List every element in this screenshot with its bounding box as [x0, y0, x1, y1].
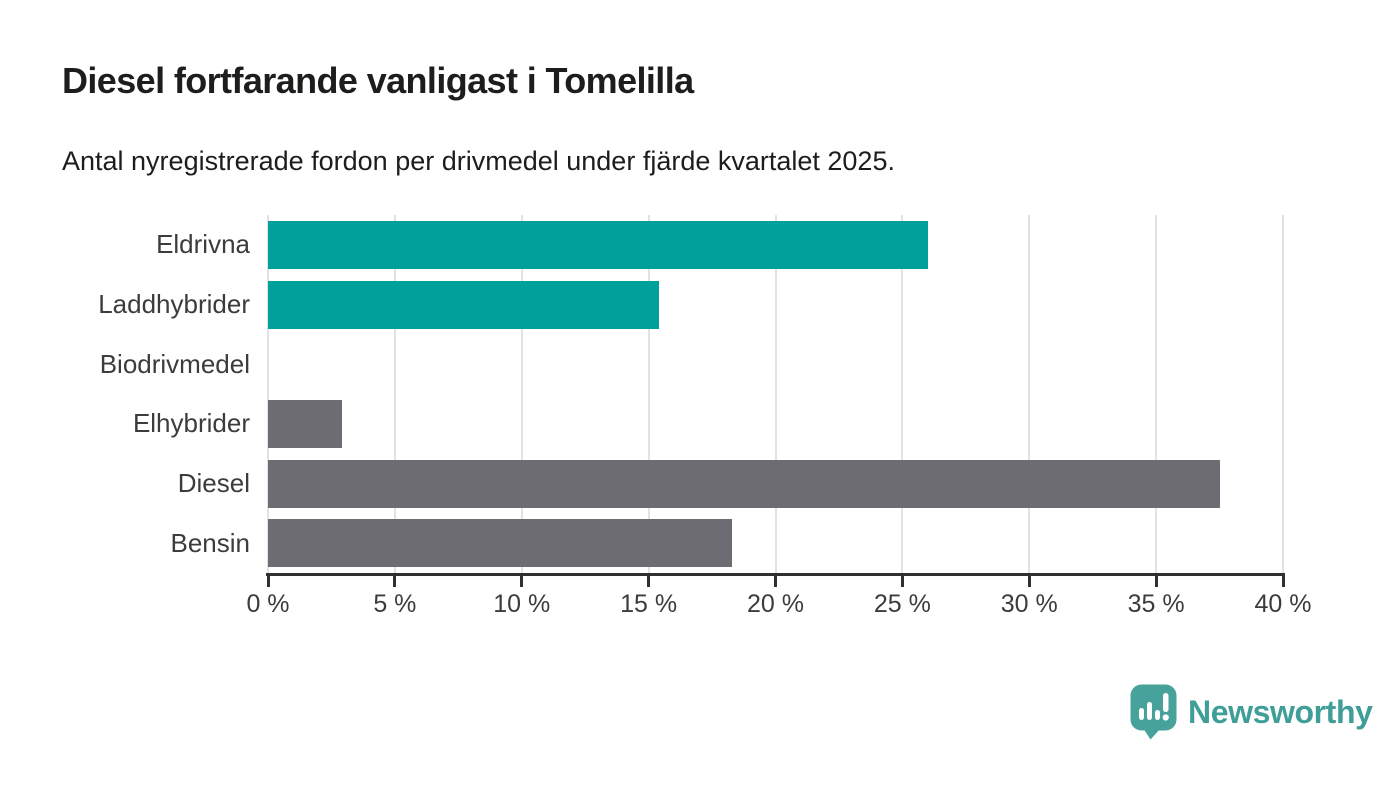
gridline: [1155, 215, 1158, 573]
bar-bensin: [268, 519, 733, 568]
bar-laddhybrider: [268, 280, 659, 329]
newsworthy-wordmark: Newsworthy: [1188, 693, 1373, 730]
x-tick: [1281, 576, 1285, 587]
x-axis-line: [266, 573, 1285, 576]
gridline: [901, 215, 904, 573]
gridline: [1282, 215, 1284, 573]
plot-area: [267, 215, 1284, 573]
category-label-eldrivna: Eldrivna: [156, 229, 250, 260]
gridline: [774, 215, 777, 573]
x-tick: [393, 576, 397, 587]
x-tick-label: 25 %: [873, 590, 931, 618]
x-tick-label: 35 %: [1127, 590, 1185, 618]
x-tick-label: 30 %: [1000, 590, 1058, 618]
gridline: [393, 215, 396, 573]
x-axis: 0 % 5 % 10 % 15 % 20 % 25 % 30 % 35 % 40 %: [246, 573, 1311, 628]
category-label-elhybrider: Elhybrider: [132, 408, 250, 439]
category-label-diesel: Diesel: [177, 467, 250, 498]
x-tick-label: 10 %: [493, 590, 551, 618]
chart-title: Diesel fortfarande vanligast i Tomelilla: [62, 60, 694, 101]
bar-elhybrider: [268, 399, 342, 448]
bar-eldrivna: [268, 220, 928, 269]
gridline: [1028, 215, 1031, 573]
x-tick: [900, 576, 904, 587]
gridline: [520, 215, 523, 573]
category-label-bensin: Bensin: [170, 527, 251, 558]
gridline: [647, 215, 650, 573]
x-tick: [647, 576, 651, 587]
x-tick: [1154, 576, 1158, 587]
x-tick: [774, 576, 777, 587]
gridline: [267, 215, 269, 573]
category-labels: Eldrivna Laddhybrider Biodrivmedel Elhybrid…: [0, 215, 250, 573]
category-label-laddhybrider: Laddhybrider: [98, 288, 250, 319]
x-tick: [266, 576, 270, 587]
x-tick: [1027, 576, 1031, 587]
x-tick-label: 15 %: [620, 590, 678, 618]
category-label-biodrivmedel: Biodrivmedel: [99, 348, 250, 379]
x-tick-label: 5 %: [373, 590, 417, 618]
newsworthy-speech-bubble-barchart-icon: [1130, 684, 1177, 740]
bar-diesel: [268, 459, 1220, 508]
x-tick-label: 40 %: [1254, 590, 1312, 618]
x-tick: [520, 576, 524, 587]
newsworthy-logo: Newsworthy: [1130, 684, 1373, 740]
x-tick-label: 20 %: [747, 590, 804, 618]
x-tick-label: 0 %: [246, 590, 290, 618]
chart-subtitle: Antal nyregistrerade fordon per drivmede…: [62, 146, 895, 176]
